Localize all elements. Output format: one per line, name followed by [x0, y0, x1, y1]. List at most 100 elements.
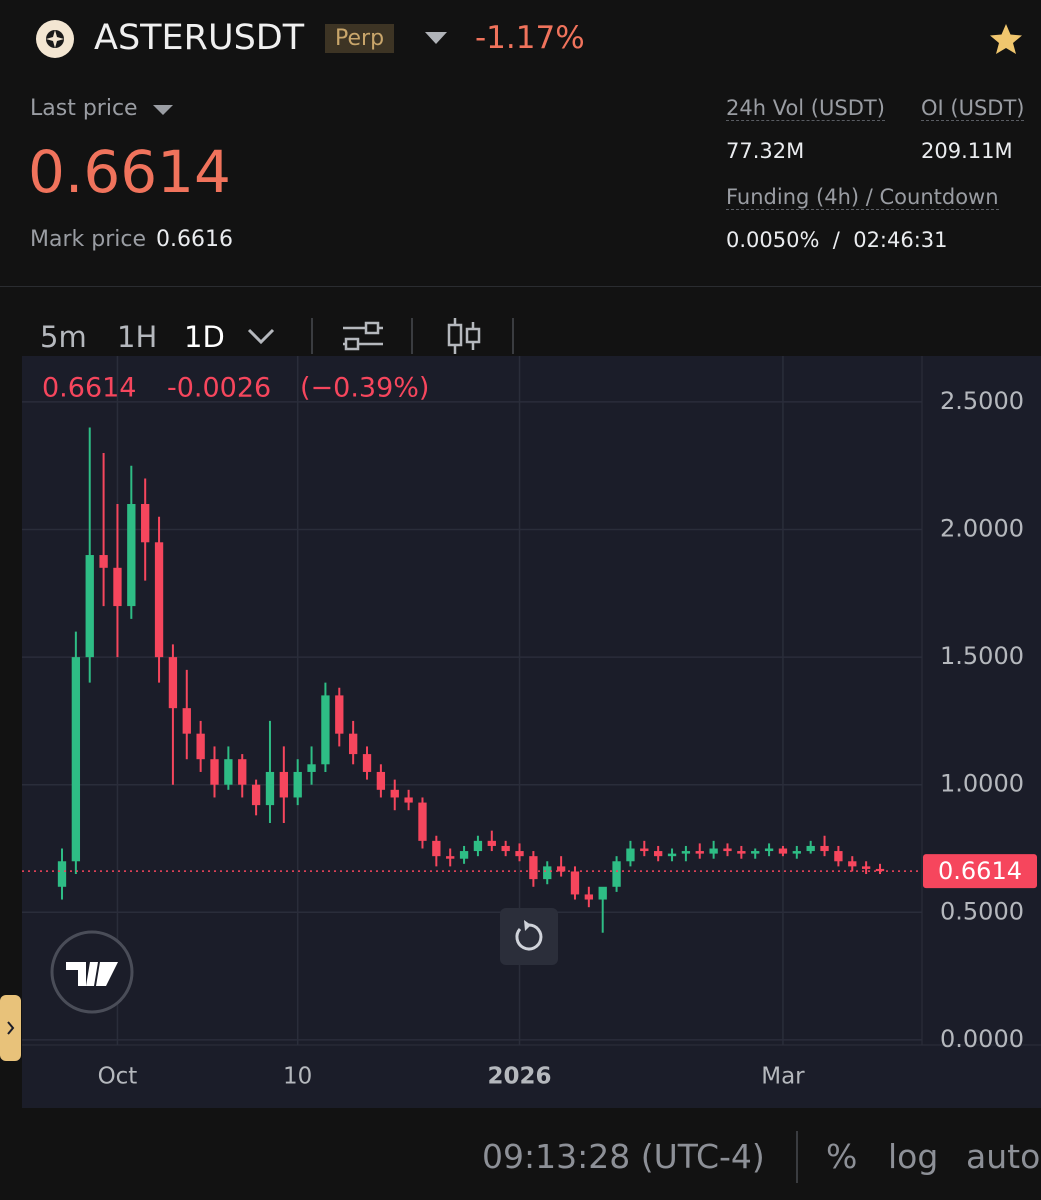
separator	[512, 318, 514, 354]
candle-body	[154, 542, 164, 658]
current-price-label: 0.6614	[938, 857, 1022, 885]
timeframe-more[interactable]	[246, 326, 276, 346]
candle-body	[57, 861, 67, 887]
separator	[311, 318, 313, 354]
candle-body	[141, 504, 150, 543]
x-tick-label: Oct	[98, 1064, 138, 1090]
last-price-dropdown[interactable]	[152, 104, 174, 116]
clock: 09:13:28 (UTC-4)	[482, 1137, 765, 1176]
separator	[411, 318, 413, 354]
symbol[interactable]: ASTERUSDT	[94, 18, 305, 58]
stat-label: 24h Vol (USDT)	[726, 96, 885, 121]
candle-body	[834, 851, 843, 862]
candle-body	[335, 695, 344, 734]
candle-body	[127, 504, 136, 607]
candle-body	[709, 848, 718, 854]
candle-body	[446, 856, 455, 859]
y-tick-label: 2.0000	[940, 515, 1024, 543]
perp-badge: Perp	[325, 24, 395, 53]
candle-body	[362, 754, 372, 772]
divider	[0, 286, 1041, 287]
candle-body	[307, 764, 316, 772]
mark-price: 0.6616	[156, 227, 233, 252]
candle-body	[612, 861, 621, 887]
candle-body	[667, 853, 677, 857]
log-toggle[interactable]: log	[888, 1137, 939, 1176]
candle-body	[168, 657, 178, 709]
side-panel-toggle[interactable]	[0, 995, 21, 1061]
candles	[57, 427, 885, 933]
funding-value: 0.0050% / 02:46:31	[726, 228, 948, 252]
candle-body	[737, 851, 746, 854]
reset-button[interactable]	[500, 908, 558, 965]
candle-body	[584, 894, 594, 900]
x-tick-label: 10	[283, 1064, 312, 1090]
indicator-button[interactable]	[340, 320, 386, 352]
candle-body	[376, 771, 386, 790]
timeframe-tab[interactable]: 5m	[40, 320, 87, 354]
candle-body	[238, 759, 247, 785]
candle-body	[820, 845, 829, 852]
timeframe-tab[interactable]: 1H	[117, 320, 158, 354]
candle-body	[570, 871, 580, 895]
symbol-dropdown[interactable]	[424, 30, 448, 46]
mark-price-label: Mark price	[30, 227, 146, 252]
stat-value: 209.11M	[921, 139, 1013, 163]
y-tick-label: 2.5000	[940, 387, 1024, 415]
last-price: 0.6614	[28, 138, 231, 206]
candle-body	[279, 771, 288, 798]
candle-body	[778, 848, 788, 854]
candle-body	[348, 733, 358, 755]
candle-body	[529, 856, 538, 880]
chart-background	[22, 356, 1041, 1108]
candle-body	[764, 848, 774, 852]
candle-body	[501, 845, 510, 852]
candle-body	[113, 567, 122, 607]
price-chart: 0.6614 -0.0026 (−0.39%) 0.0000 0.5000 1.00…	[0, 356, 1041, 1108]
candle-body	[71, 657, 81, 862]
candle-body	[265, 771, 275, 806]
legend-change-percent: (−0.39%)	[300, 373, 429, 404]
auto-toggle[interactable]: auto	[966, 1137, 1041, 1176]
chart-type-button[interactable]	[445, 316, 483, 356]
candle-body	[459, 851, 469, 859]
candle-body	[418, 802, 427, 841]
candle-body	[556, 866, 566, 872]
funding-label: Funding (4h) / Countdown	[726, 185, 999, 210]
candle-body	[626, 848, 635, 862]
favorite-star[interactable]	[988, 22, 1024, 56]
y-tick-label: 1.5000	[940, 642, 1024, 670]
candle-body	[196, 733, 205, 760]
candle-body	[806, 845, 815, 852]
legend-close: 0.6614	[42, 373, 136, 404]
candle-body	[723, 848, 732, 852]
candle-body	[210, 759, 219, 785]
candle-body	[848, 861, 857, 867]
candle-body	[487, 840, 496, 846]
candle-body	[654, 851, 663, 857]
candle-body	[640, 848, 649, 852]
last-price-label: Last price	[30, 96, 138, 121]
candle-body	[251, 784, 261, 806]
candle-body	[321, 695, 330, 765]
current-price-tag	[923, 854, 1037, 889]
candle-body	[99, 555, 108, 568]
percent-toggle[interactable]: %	[826, 1137, 858, 1176]
candle-body	[85, 555, 94, 658]
candle-body	[875, 868, 885, 872]
candle-body	[182, 708, 191, 734]
token-logo	[46, 30, 64, 48]
candle-body	[695, 851, 704, 854]
candle-body	[861, 866, 871, 869]
timeframe-tab-active[interactable]: 1D	[184, 320, 225, 354]
candle-body	[390, 789, 399, 798]
tradingview-logo	[50, 930, 134, 1014]
candle-body	[432, 840, 441, 857]
candle-body	[792, 851, 801, 854]
stat-label: OI (USDT)	[921, 96, 1025, 121]
candle-body	[224, 759, 233, 785]
y-tick-label: 1.0000	[940, 770, 1024, 798]
legend-change: -0.0026	[167, 373, 271, 404]
y-tick-label: 0.0000	[940, 1025, 1024, 1053]
